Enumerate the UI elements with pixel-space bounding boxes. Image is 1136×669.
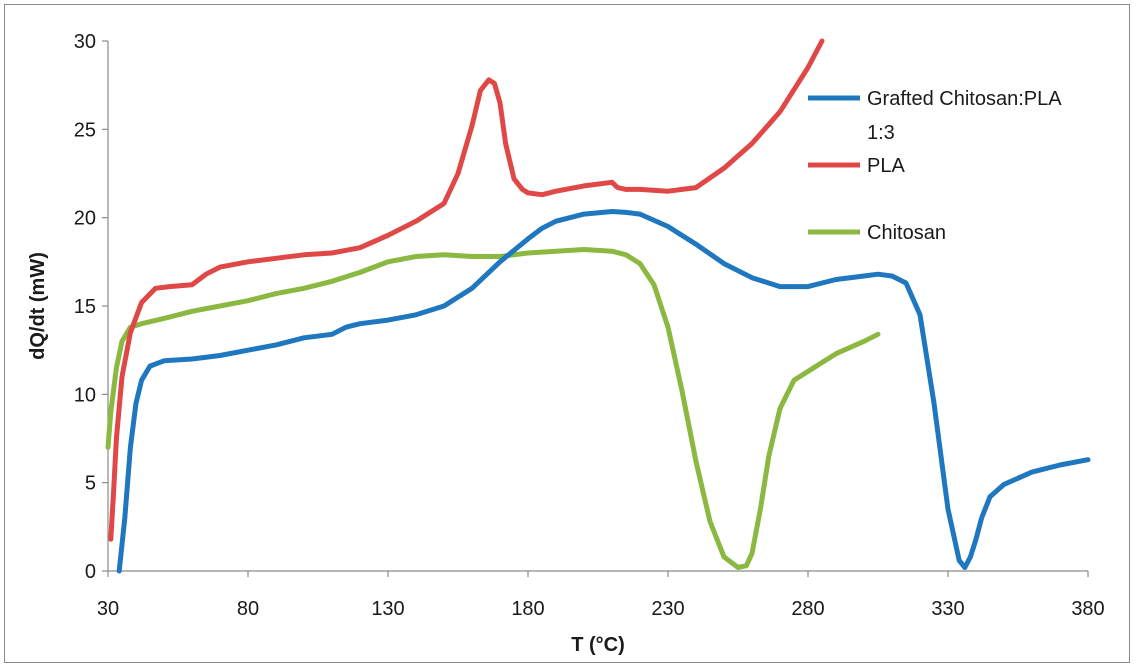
x-tick-label: 180	[511, 598, 544, 620]
legend-label-grafted-cont: 1:3	[867, 122, 895, 144]
y-tick-label: 10	[74, 384, 96, 406]
legend-label-grafted: Grafted Chitosan:PLA	[867, 88, 1062, 110]
x-tick-label: 80	[237, 598, 259, 620]
x-tick-label: 380	[1071, 598, 1104, 620]
x-ticks: 30 80 130 180 230 280 330 380	[97, 571, 1105, 620]
y-tick-label: 25	[74, 119, 96, 141]
legend: Grafted Chitosan:PLA 1:3 PLA Chitosan	[808, 88, 1062, 244]
y-tick-label: 15	[74, 296, 96, 318]
y-tick-label: 30	[74, 31, 96, 53]
y-ticks: 0 5 10 15 20 25 30	[74, 31, 108, 583]
legend-label-pla: PLA	[867, 155, 905, 177]
x-tick-label: 330	[931, 598, 964, 620]
x-tick-label: 230	[651, 598, 684, 620]
series-line-pla	[108, 38, 825, 542]
legend-label-chitosan: Chitosan	[867, 222, 946, 244]
y-tick-label: 0	[85, 561, 96, 583]
series-line-grafted-chitosan-pla	[116, 209, 1091, 574]
x-axis-title: T (°C)	[571, 634, 625, 656]
series-line-chitosan	[105, 247, 881, 570]
x-tick-label: 130	[371, 598, 404, 620]
chart-frame	[4, 4, 1130, 663]
y-tick-label: 20	[74, 208, 96, 230]
x-tick-label: 280	[791, 598, 824, 620]
series-layer	[105, 38, 1091, 574]
x-tick-label: 30	[97, 598, 119, 620]
axes	[107, 41, 1088, 572]
y-axis-title: dQ/dt (mW)	[27, 252, 49, 360]
y-tick-label: 5	[85, 473, 96, 495]
